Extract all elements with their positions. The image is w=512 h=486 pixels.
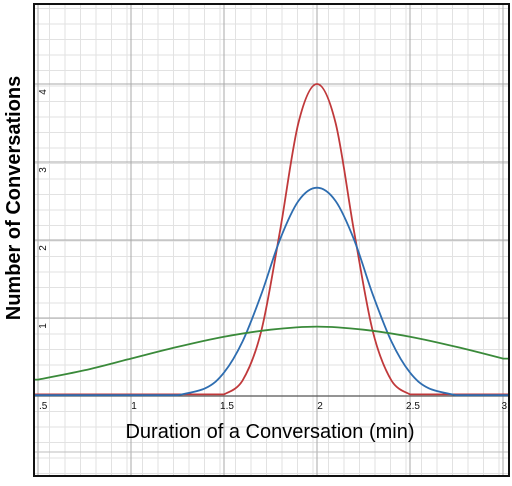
y-axis-label: Number of Conversations xyxy=(3,76,25,320)
series-lines xyxy=(35,83,508,397)
x-tick-label: 2.5 xyxy=(406,401,420,412)
x-axis-label: Duration of a Conversation (min) xyxy=(125,421,414,443)
x-tick-labels: .5 1 1.5 2 2.5 3 xyxy=(39,401,507,412)
x-tick-label: 1 xyxy=(131,401,137,412)
y-tick-label: 3 xyxy=(38,167,49,173)
y-tick-labels: 1 2 3 4 xyxy=(38,89,49,329)
series-line-3 xyxy=(35,325,508,381)
series-line-1 xyxy=(35,83,508,396)
series-line-2 xyxy=(35,186,508,397)
x-tick-label: 2 xyxy=(317,401,323,412)
y-tick-label: 1 xyxy=(38,323,49,329)
x-tick-label: 1.5 xyxy=(220,401,234,412)
major-grid xyxy=(34,4,509,476)
y-tick-label: 2 xyxy=(38,245,49,251)
x-tick-label: 3 xyxy=(501,401,507,412)
plot-frame xyxy=(33,3,510,477)
y-tick-label: 4 xyxy=(38,89,49,95)
x-tick-label: .5 xyxy=(39,401,48,412)
